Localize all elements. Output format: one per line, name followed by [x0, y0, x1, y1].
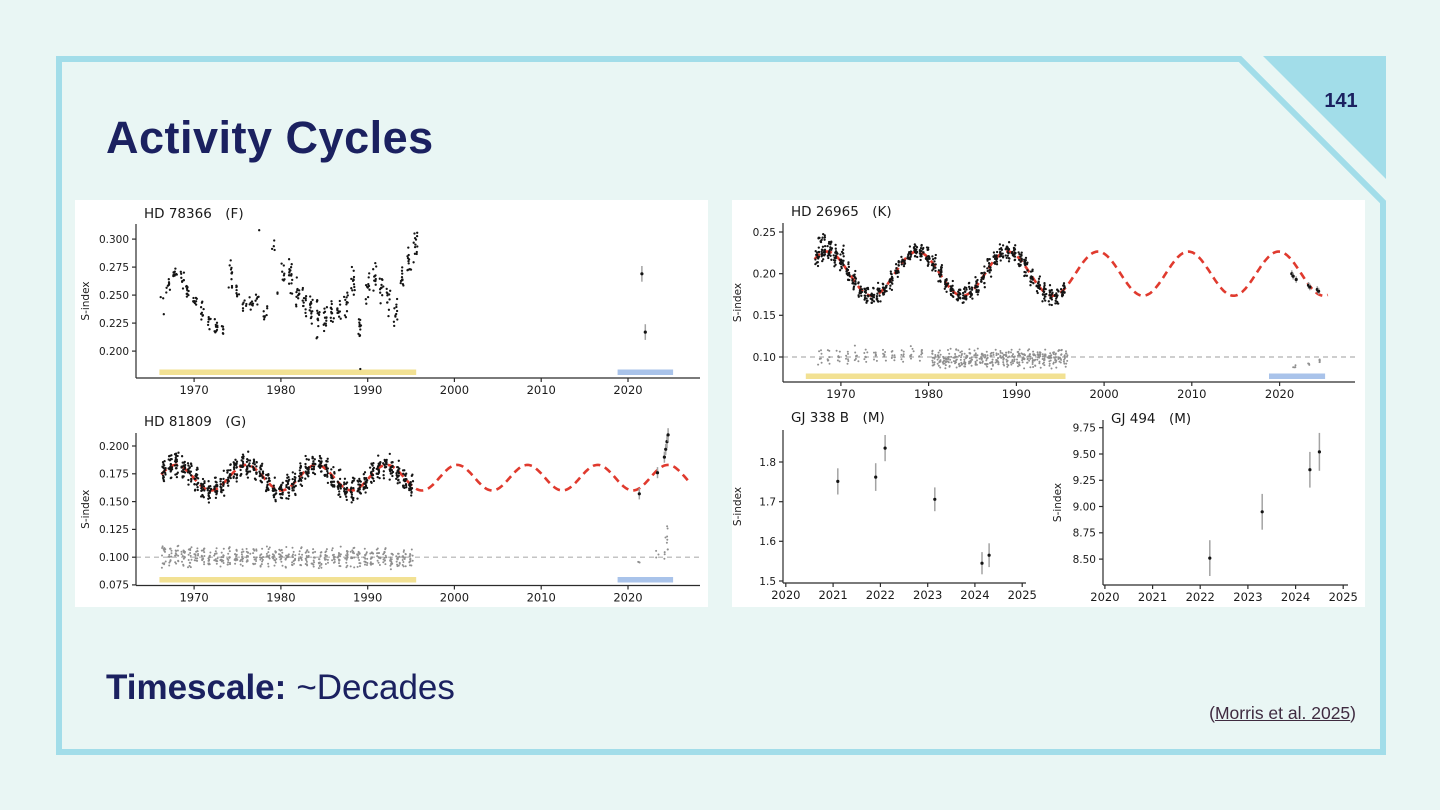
svg-text:9.50: 9.50 [1073, 449, 1096, 461]
svg-text:S-index: S-index [732, 487, 744, 526]
timescale-caption: Timescale: ~Decades [106, 668, 455, 708]
svg-text:2020: 2020 [613, 383, 642, 397]
svg-text:1.7: 1.7 [759, 496, 776, 508]
svg-text:2024: 2024 [1281, 590, 1310, 604]
svg-text:2023: 2023 [1233, 590, 1262, 604]
svg-text:0.25: 0.25 [753, 227, 776, 239]
svg-text:2021: 2021 [818, 588, 847, 602]
svg-text:HD 81809 (G): HD 81809 (G) [144, 414, 246, 430]
svg-text:1990: 1990 [353, 591, 382, 605]
citation-prefix: ( [1209, 703, 1215, 723]
svg-text:0.15: 0.15 [753, 310, 776, 322]
svg-text:0.250: 0.250 [99, 290, 129, 302]
svg-text:0.150: 0.150 [99, 496, 129, 508]
svg-text:2025: 2025 [1008, 588, 1037, 602]
figure-panel-right: 0.10 0.15 0.20 0.25 1970 1980 1990 2000 2010 2020… [732, 200, 1365, 607]
slide-border [56, 56, 1386, 755]
svg-text:2010: 2010 [527, 383, 556, 397]
svg-text:S-index: S-index [80, 281, 92, 320]
svg-text:8.50: 8.50 [1073, 554, 1096, 566]
svg-text:0.125: 0.125 [99, 524, 129, 536]
svg-text:2000: 2000 [440, 383, 469, 397]
svg-text:2022: 2022 [1186, 590, 1215, 604]
svg-text:1990: 1990 [1002, 387, 1031, 401]
citation: (Morris et al. 2025) [1209, 703, 1356, 724]
svg-text:2020: 2020 [613, 591, 642, 605]
svg-text:1.6: 1.6 [759, 536, 776, 548]
svg-text:0.225: 0.225 [99, 318, 129, 330]
timescale-value: ~Decades [296, 668, 455, 707]
svg-text:1980: 1980 [914, 387, 943, 401]
citation-suffix: ) [1350, 703, 1356, 723]
svg-text:1980: 1980 [266, 591, 295, 605]
corner-triangle [1263, 56, 1386, 179]
svg-text:1970: 1970 [179, 383, 208, 397]
svg-text:1970: 1970 [826, 387, 855, 401]
svg-text:0.075: 0.075 [99, 580, 129, 592]
timescale-label: Timescale: [106, 668, 287, 707]
svg-text:2010: 2010 [1177, 387, 1206, 401]
svg-text:2023: 2023 [913, 588, 942, 602]
svg-text:S-index: S-index [732, 283, 744, 322]
svg-text:2020: 2020 [1265, 387, 1294, 401]
svg-text:1990: 1990 [353, 383, 382, 397]
svg-text:0.275: 0.275 [99, 262, 129, 274]
svg-text:0.200: 0.200 [99, 346, 129, 358]
chart-hd-26965: 0.10 0.15 0.20 0.25 1970 1980 1990 2000 2010 2020… [732, 204, 1355, 401]
page-number: 141 [1324, 90, 1358, 112]
svg-text:GJ 338 B (M): GJ 338 B (M) [791, 410, 885, 426]
slide-title: Activity Cycles [106, 112, 434, 163]
chart-hd-81809: 0.075 0.100 0.125 0.150 0.175 0.200 1970 1980 19… [80, 414, 700, 605]
svg-text:1970: 1970 [179, 591, 208, 605]
svg-text:9.00: 9.00 [1073, 501, 1096, 513]
citation-link[interactable]: Morris et al. 2025 [1214, 703, 1351, 723]
svg-text:0.300: 0.300 [99, 234, 129, 246]
chart-hd-78366: 0.200 0.225 0.250 0.275 0.300 1970 1980 1990 200… [80, 206, 700, 397]
svg-text:9.75: 9.75 [1073, 422, 1096, 434]
svg-text:S-index: S-index [1052, 483, 1064, 522]
svg-text:2000: 2000 [440, 591, 469, 605]
svg-text:2022: 2022 [866, 588, 895, 602]
svg-text:0.20: 0.20 [753, 268, 776, 280]
svg-text:2010: 2010 [527, 591, 556, 605]
svg-text:9.25: 9.25 [1073, 475, 1096, 487]
figure-panel-left: 0.200 0.225 0.250 0.275 0.300 1970 1980 1990 200… [75, 200, 708, 607]
svg-text:HD 78366 (F): HD 78366 (F) [144, 206, 244, 222]
svg-text:0.175: 0.175 [99, 469, 129, 481]
chart-gj-338b: 1.5 1.6 1.7 1.8 2020 2021 2022 2023 2024 2025 GJ 3… [732, 410, 1037, 602]
svg-text:GJ 494 (M): GJ 494 (M) [1111, 411, 1191, 427]
svg-text:2021: 2021 [1138, 590, 1167, 604]
svg-text:0.200: 0.200 [99, 441, 129, 453]
svg-text:2000: 2000 [1089, 387, 1118, 401]
svg-text:S-index: S-index [80, 490, 92, 529]
svg-text:2024: 2024 [960, 588, 989, 602]
svg-text:2020: 2020 [1090, 590, 1119, 604]
svg-text:1.5: 1.5 [759, 576, 776, 588]
svg-text:2020: 2020 [771, 588, 800, 602]
svg-text:HD 26965 (K): HD 26965 (K) [791, 204, 892, 220]
svg-text:1.8: 1.8 [759, 457, 776, 469]
svg-text:0.100: 0.100 [99, 552, 129, 564]
chart-gj-494: 8.50 8.75 9.00 9.25 9.50 9.75 2020 2021 2022 2023… [1052, 411, 1358, 604]
svg-text:2025: 2025 [1329, 590, 1358, 604]
svg-text:0.10: 0.10 [753, 352, 776, 364]
svg-text:8.75: 8.75 [1073, 528, 1096, 540]
svg-text:1980: 1980 [266, 383, 295, 397]
